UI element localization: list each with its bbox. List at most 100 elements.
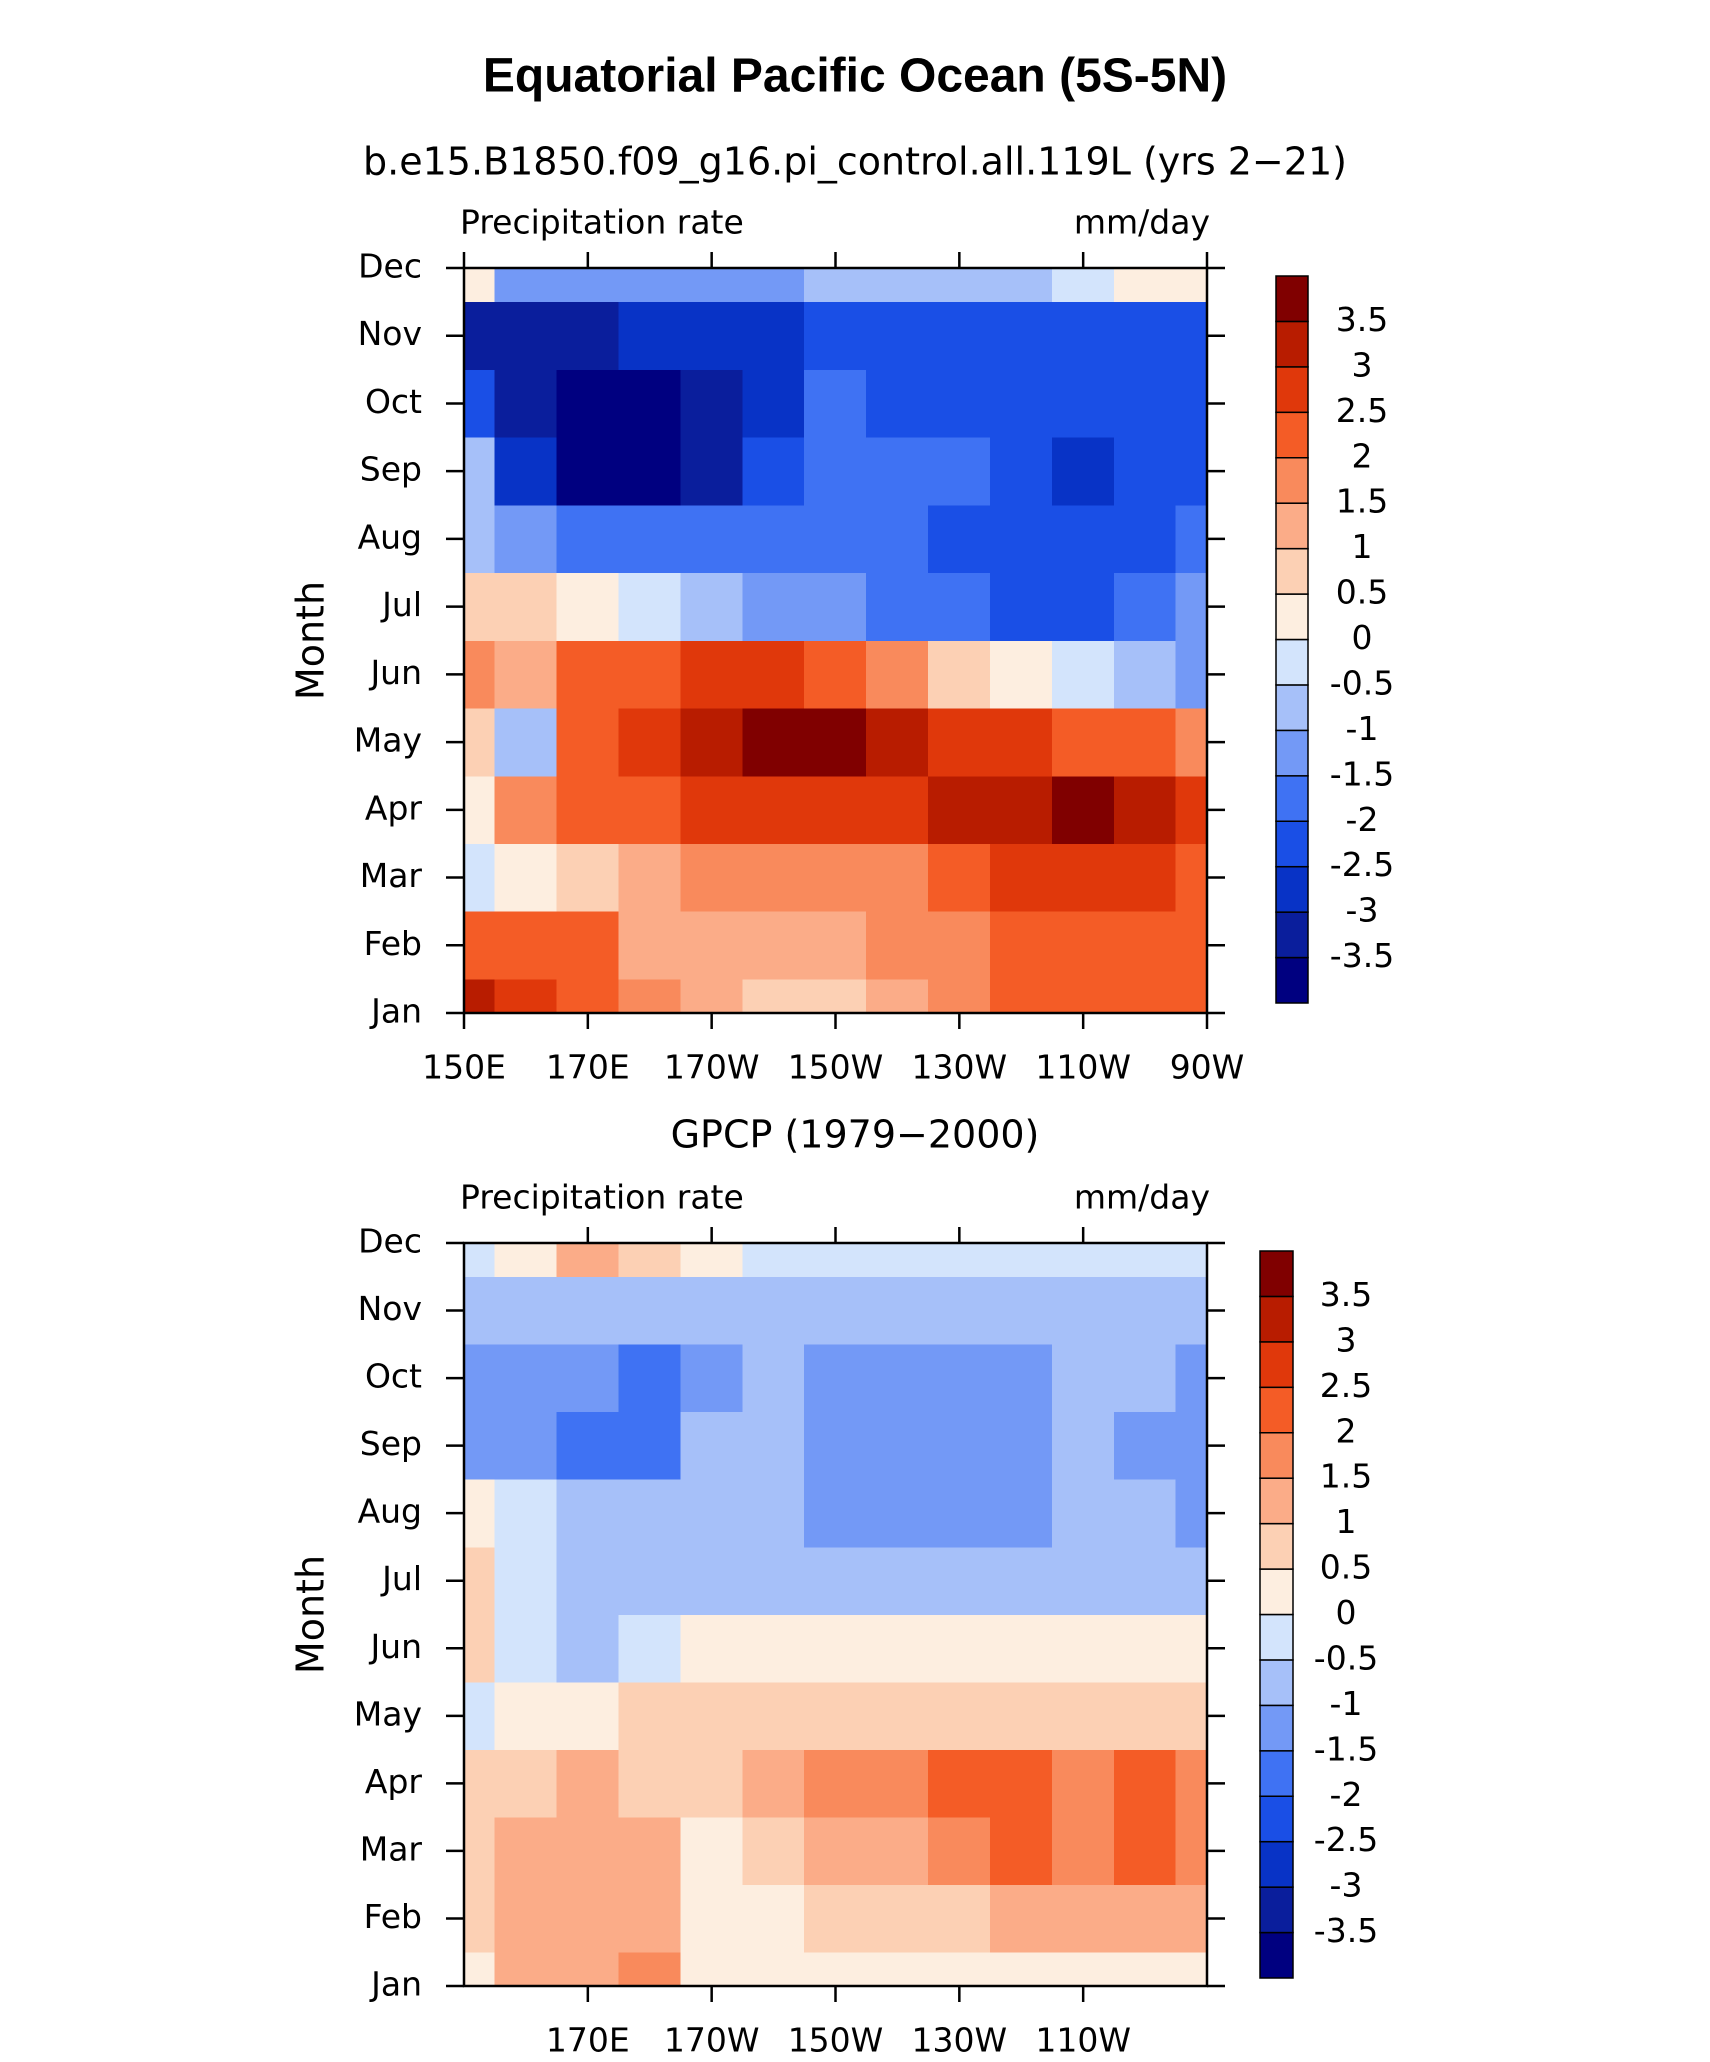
- contour-cell: [804, 1276, 867, 1345]
- contour-cell: [804, 301, 867, 370]
- colorbar-label: 1: [1336, 1502, 1357, 1541]
- contour-cell: [618, 1276, 682, 1345]
- contour-cell: [1175, 369, 1208, 438]
- contour-cell: [928, 707, 991, 777]
- contour-cell: [866, 1614, 929, 1683]
- contour-cell: [742, 1681, 805, 1750]
- colorbar-box: [1259, 1795, 1294, 1843]
- colorbar-label: -1.5: [1330, 754, 1394, 793]
- y-tick-label: Oct: [365, 1357, 422, 1396]
- contour-cell: [680, 504, 743, 574]
- y-tick-label: Sep: [360, 1424, 422, 1463]
- contour-cell: [866, 1951, 929, 1987]
- contour-cell: [1113, 437, 1177, 506]
- contour-cell: [742, 1951, 805, 1987]
- contour-cell: [1175, 1614, 1208, 1683]
- y-tick-label: Feb: [364, 924, 422, 963]
- contour-cell: [742, 978, 805, 1014]
- contour-cell: [463, 1614, 496, 1683]
- contour-cell: [866, 775, 929, 844]
- y-tick-label: Jul: [380, 1559, 422, 1598]
- colorbar-box: [1275, 865, 1309, 913]
- contour-cell: [742, 301, 805, 370]
- contour-cell: [680, 1951, 743, 1987]
- contour-cell: [1175, 1242, 1208, 1278]
- colorbar-label: 2: [1352, 436, 1373, 475]
- contour-cell: [494, 504, 558, 574]
- contour-cell: [989, 843, 1053, 912]
- contour-cell: [1113, 1884, 1177, 1953]
- contour-cell: [866, 1344, 929, 1413]
- contour-cell: [1051, 437, 1115, 506]
- contour-cell: [866, 1276, 929, 1345]
- contour-cell: [928, 1276, 991, 1345]
- contour-cell: [928, 1344, 991, 1413]
- contour-cell: [1175, 1951, 1208, 1987]
- contour-cell: [989, 572, 1053, 641]
- contour-cell: [680, 978, 743, 1014]
- contour-cell: [866, 978, 929, 1014]
- colorbar-label: 2: [1336, 1411, 1357, 1450]
- contour-cell: [989, 640, 1053, 709]
- contour-cell: [556, 640, 620, 709]
- contour-cell: [494, 437, 558, 506]
- colorbar-label: -2: [1330, 1775, 1363, 1814]
- x-tick-label: 110W: [1035, 1048, 1131, 1087]
- contour-cell: [928, 1242, 991, 1278]
- contour-cell: [928, 369, 991, 438]
- contour-cell: [742, 369, 805, 438]
- contour-cell: [1051, 1884, 1115, 1953]
- panel-title: GPCP (1979−2000): [671, 1113, 1040, 1157]
- contour-cell: [494, 1479, 558, 1548]
- contour-cell: [680, 572, 743, 641]
- colorbar-box: [1275, 956, 1309, 1004]
- contour-cell: [866, 1242, 929, 1278]
- contour-cell: [1051, 843, 1115, 912]
- contour-cell: [680, 1681, 743, 1750]
- contour-cell: [1175, 1546, 1208, 1615]
- colorbar-label: 1: [1352, 527, 1373, 566]
- contour-cell: [1113, 1951, 1177, 1987]
- contour-cell: [463, 437, 496, 506]
- contour-cell: [463, 504, 496, 574]
- contour-cell: [866, 1816, 929, 1885]
- contour-cell: [463, 1276, 496, 1345]
- contour-cell: [556, 1411, 620, 1480]
- contour-cell: [618, 1749, 682, 1818]
- contour-cell: [494, 1951, 558, 1987]
- contour-cell: [1113, 1479, 1177, 1548]
- contour-cell: [680, 267, 743, 303]
- contour-cell: [556, 1951, 620, 1987]
- contour-cell: [494, 1242, 558, 1278]
- contour-cell: [866, 267, 929, 303]
- contour-cell: [866, 1749, 929, 1818]
- y-tick-label: Sep: [360, 450, 422, 489]
- contour-cell: [1113, 911, 1177, 980]
- colorbar-box: [1259, 1886, 1294, 1934]
- contour-cell: [618, 978, 682, 1014]
- colorbar-box: [1275, 275, 1309, 323]
- contour-cell: [556, 1816, 620, 1885]
- colorbar-box: [1259, 1341, 1294, 1389]
- contour-cell: [742, 267, 805, 303]
- contour-cell: [989, 1884, 1053, 1953]
- contour-cell: [1175, 707, 1208, 777]
- contour-cell: [928, 775, 991, 844]
- contour-cell: [618, 369, 682, 438]
- contour-cell: [494, 1816, 558, 1885]
- contour-cell: [989, 1816, 1053, 1885]
- contour-cell: [618, 437, 682, 506]
- contour-cell: [804, 437, 867, 506]
- contour-cell: [1113, 1816, 1177, 1885]
- contour-cell: [989, 369, 1053, 438]
- y-tick-label: Jan: [369, 1965, 422, 2004]
- contour-cell: [463, 707, 496, 777]
- x-tick-label: 110W: [1035, 2021, 1131, 2060]
- contour-cell: [989, 1749, 1053, 1818]
- contour-cell: [1113, 1276, 1177, 1345]
- contour-cell: [556, 437, 620, 506]
- y-tick-label: Jun: [368, 653, 422, 692]
- y-tick-label: Dec: [358, 247, 422, 286]
- contour-cell: [618, 1344, 682, 1413]
- colorbar-box: [1259, 1659, 1294, 1707]
